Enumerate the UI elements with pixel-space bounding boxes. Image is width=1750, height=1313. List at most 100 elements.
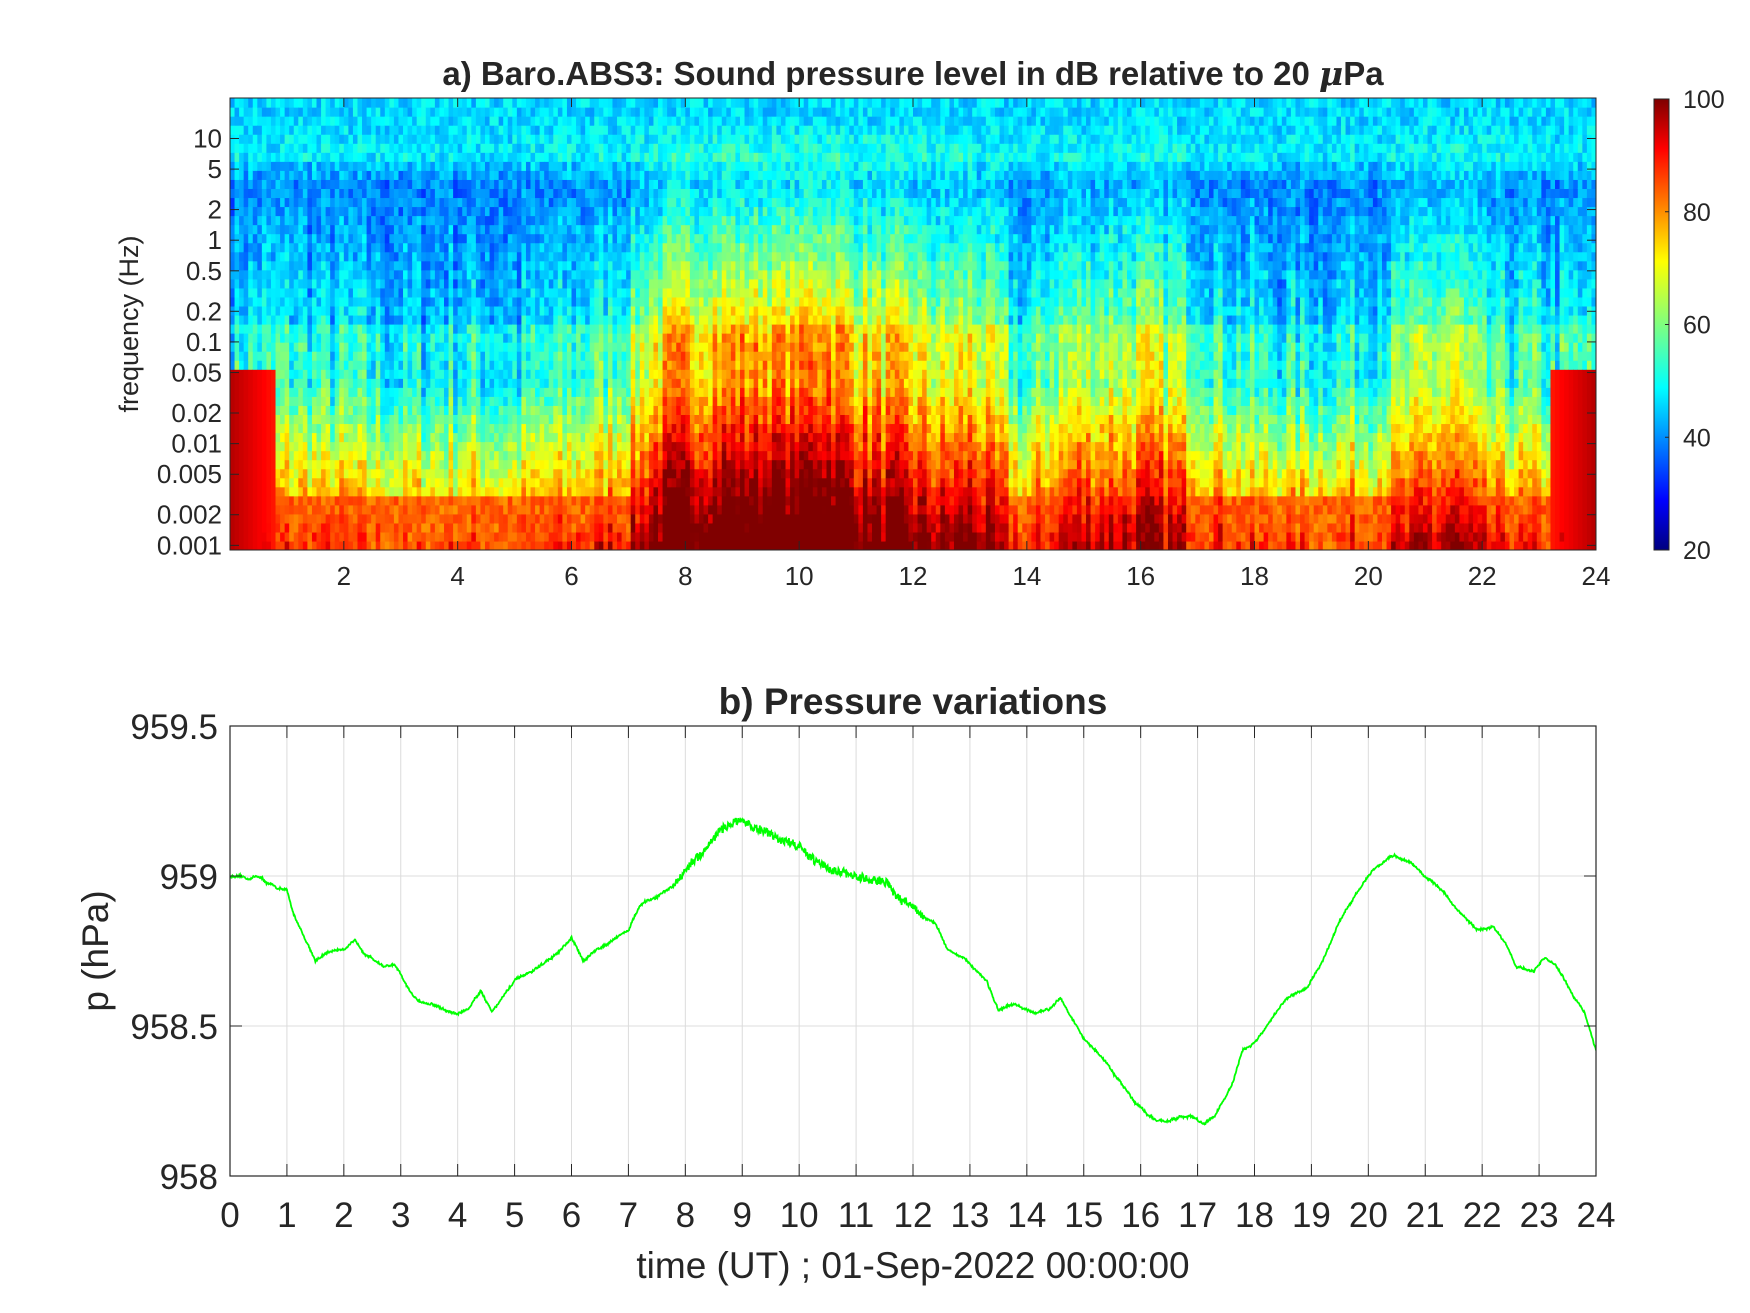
spectrogram-cell xyxy=(271,414,276,424)
spectrogram-cell xyxy=(521,161,526,171)
spectrogram-cell xyxy=(485,216,490,226)
spectrogram-cell xyxy=(430,414,435,424)
spectrogram-cell xyxy=(408,170,413,180)
spectrogram-cell xyxy=(294,161,299,171)
spectrogram-cell xyxy=(512,505,517,515)
spectrogram-cell xyxy=(389,342,394,352)
spectrogram-cell xyxy=(398,414,403,424)
spectrogram-cell xyxy=(421,514,426,524)
spectrogram-cell xyxy=(467,188,472,198)
spectrogram-cell xyxy=(376,188,381,198)
spectrogram-cell xyxy=(576,107,581,117)
spectrogram-cell xyxy=(635,188,640,198)
spectrogram-cell xyxy=(590,297,595,307)
spectrogram-cell xyxy=(398,279,403,289)
spectrogram-cell xyxy=(380,315,385,325)
spectrogram-cell xyxy=(294,378,299,388)
spectrogram-cell xyxy=(681,523,686,533)
spectrogram-cell xyxy=(540,206,545,216)
spectrogram-cell xyxy=(653,478,658,488)
spectrogram-cell xyxy=(421,143,426,153)
spectrogram-cell xyxy=(394,206,399,216)
spectrogram-cell xyxy=(526,442,531,452)
spectrogram-cell xyxy=(417,541,422,551)
spectrogram-cell xyxy=(585,487,590,497)
spectrogram-cell xyxy=(266,432,271,442)
spectrogram-cell xyxy=(462,532,467,542)
spectrogram-cell xyxy=(480,197,485,207)
spectrogram-cell xyxy=(553,306,558,316)
spectrogram-cell xyxy=(653,342,658,352)
spectrogram-cell xyxy=(462,351,467,361)
spectrogram-cell xyxy=(531,206,536,216)
spectrogram-cell xyxy=(244,143,249,153)
spectrogram-cell xyxy=(353,333,358,343)
spectrogram-cell xyxy=(421,414,426,424)
spectrogram-cell xyxy=(285,423,290,433)
spectrogram-cell xyxy=(635,432,640,442)
spectrogram-cell xyxy=(622,532,627,542)
spectrogram-cell xyxy=(590,369,595,379)
spectrogram-cell xyxy=(508,487,513,497)
spectrogram-cell xyxy=(617,197,622,207)
spectrogram-cell xyxy=(603,469,608,479)
spectrogram-cell xyxy=(362,297,367,307)
spectrogram-cell xyxy=(312,243,317,253)
spectrogram-cell xyxy=(558,405,563,415)
spectrogram-cell xyxy=(462,243,467,253)
spectrogram-cell xyxy=(603,541,608,551)
spectrogram-cell xyxy=(531,469,536,479)
spectrogram-cell xyxy=(658,469,663,479)
spectrogram-cell xyxy=(348,188,353,198)
spectrogram-cell xyxy=(458,460,463,470)
spectrogram-cell xyxy=(626,432,631,442)
spectrogram-cell xyxy=(348,288,353,298)
spectrogram-cell xyxy=(644,261,649,271)
spectrogram-cell xyxy=(385,451,390,461)
spectrogram-cell xyxy=(508,478,513,488)
spectrogram-cell xyxy=(321,324,326,334)
spectrogram-cell xyxy=(408,243,413,253)
spectrogram-cell xyxy=(490,98,495,108)
spectrogram-cell xyxy=(280,261,285,271)
spectrogram-cell xyxy=(608,125,613,135)
spectrogram-cell xyxy=(458,152,463,162)
spectrogram-cell xyxy=(558,541,563,551)
spectrogram-cell xyxy=(298,523,303,533)
spectrogram-cell xyxy=(307,487,312,497)
spectrogram-cell xyxy=(626,179,631,189)
spectrogram-cell xyxy=(439,432,444,442)
spectrogram-cell xyxy=(622,279,627,289)
spectrogram-cell xyxy=(339,143,344,153)
spectrogram-cell xyxy=(672,297,677,307)
spectrogram-cell xyxy=(262,188,267,198)
spectrogram-cell xyxy=(476,197,481,207)
spectrogram-cell xyxy=(617,351,622,361)
spectrogram-cell xyxy=(312,188,317,198)
spectrogram-cell xyxy=(385,270,390,280)
spectrogram-cell xyxy=(526,170,531,180)
spectrogram-cell xyxy=(344,243,349,253)
spectrogram-cell xyxy=(285,270,290,280)
spectrogram-cell xyxy=(585,532,590,542)
spectrogram-cell xyxy=(658,333,663,343)
spectrogram-cell xyxy=(635,532,640,542)
spectrogram-cell xyxy=(353,170,358,180)
spectrogram-cell xyxy=(353,234,358,244)
spectrogram-cell xyxy=(430,478,435,488)
spectrogram-cell xyxy=(357,315,362,325)
spectrogram-cell xyxy=(403,152,408,162)
spectrogram-cell xyxy=(572,387,577,397)
spectrogram-cell xyxy=(603,161,608,171)
spectrogram-cell xyxy=(412,432,417,442)
spectrogram-cell xyxy=(230,252,235,262)
spectrogram-cell xyxy=(430,170,435,180)
spectrogram-cell xyxy=(348,197,353,207)
spectrogram-cell xyxy=(348,152,353,162)
spectrogram-cell xyxy=(426,197,431,207)
spectrogram-cell xyxy=(253,179,258,189)
spectrogram-cell xyxy=(540,134,545,144)
spectrogram-cell xyxy=(521,125,526,135)
spectrogram-cell xyxy=(508,451,513,461)
spectrogram-cell xyxy=(294,315,299,325)
